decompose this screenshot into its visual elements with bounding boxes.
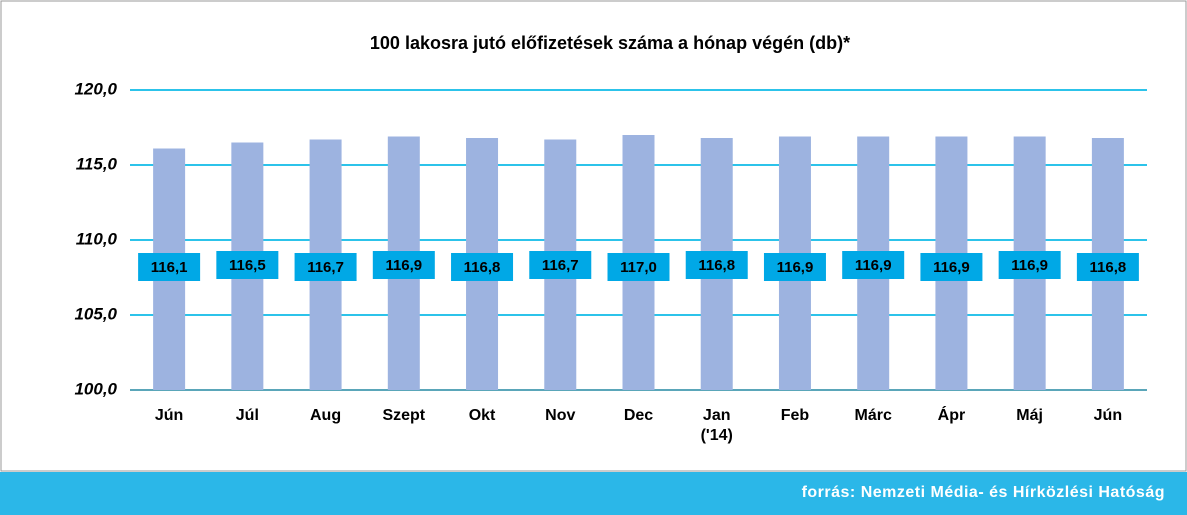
y-tick-label: 115,0 (76, 154, 118, 173)
value-label-box (842, 251, 905, 279)
x-tick-label: Jan ('14) (700, 407, 733, 444)
x-tick-label: Márc (854, 407, 892, 424)
value-label-box (294, 253, 357, 281)
value-label-box (1076, 253, 1139, 281)
value-label: 117,0 (620, 259, 657, 276)
x-tick-label: Jún (1093, 407, 1123, 424)
source: forrás: Nemzeti Média- és Hírközlési Hat… (801, 484, 1165, 501)
value-label-box (685, 251, 748, 279)
value-label-box (763, 253, 826, 281)
y-tick-label: 110,0 (76, 229, 118, 248)
chart-title: 100 lakosra jutó előfizetések száma a hó… (370, 33, 850, 53)
x-tick-label: Dec (623, 407, 654, 424)
value-label-box (920, 253, 983, 281)
value-label: 116,1 (151, 259, 188, 276)
y-tick-label: 100,0 (74, 379, 117, 398)
value-label: 116,8 (698, 257, 735, 274)
x-tick-label: Okt (468, 407, 496, 424)
value-label-box (607, 253, 670, 281)
x-tick-label: Feb (780, 407, 810, 424)
x-tick-label: Szept (382, 407, 426, 424)
value-label: 116,9 (777, 259, 814, 276)
x-tick-label: Nov (545, 407, 576, 424)
x-tick-label: Júl (235, 407, 259, 424)
value-label: 116,9 (385, 257, 422, 274)
x-tick-label: Aug (310, 407, 342, 424)
value-label-box (451, 253, 514, 281)
value-label-box (372, 251, 435, 279)
x-tick-label: Máj (1016, 407, 1043, 424)
y-tick-label: 120,0 (74, 79, 117, 98)
value-label-box (998, 251, 1061, 279)
chart-frame (0, 0, 1187, 472)
value-label: 116,8 (464, 259, 501, 276)
value-label: 116,5 (229, 257, 266, 274)
x-tick-label: Ápr (937, 407, 966, 424)
value-label: 116,9 (1011, 257, 1048, 274)
y-tick-label: 105,0 (74, 304, 117, 323)
value-label-box (216, 251, 279, 279)
value-label-box (138, 253, 201, 281)
value-label-box (529, 251, 592, 279)
footer: forrás: Nemzeti Média- és Hírközlési Hat… (0, 472, 1187, 515)
value-label: 116,7 (307, 259, 344, 276)
x-tick-label: Jún (154, 407, 184, 424)
value-label: 116,8 (1090, 259, 1127, 276)
value-label: 116,7 (542, 257, 579, 274)
value-label: 116,9 (855, 257, 892, 274)
chart: 100 lakosra jutó előfizetések száma a hó… (0, 0, 1187, 472)
value-label: 116,9 (933, 259, 970, 276)
